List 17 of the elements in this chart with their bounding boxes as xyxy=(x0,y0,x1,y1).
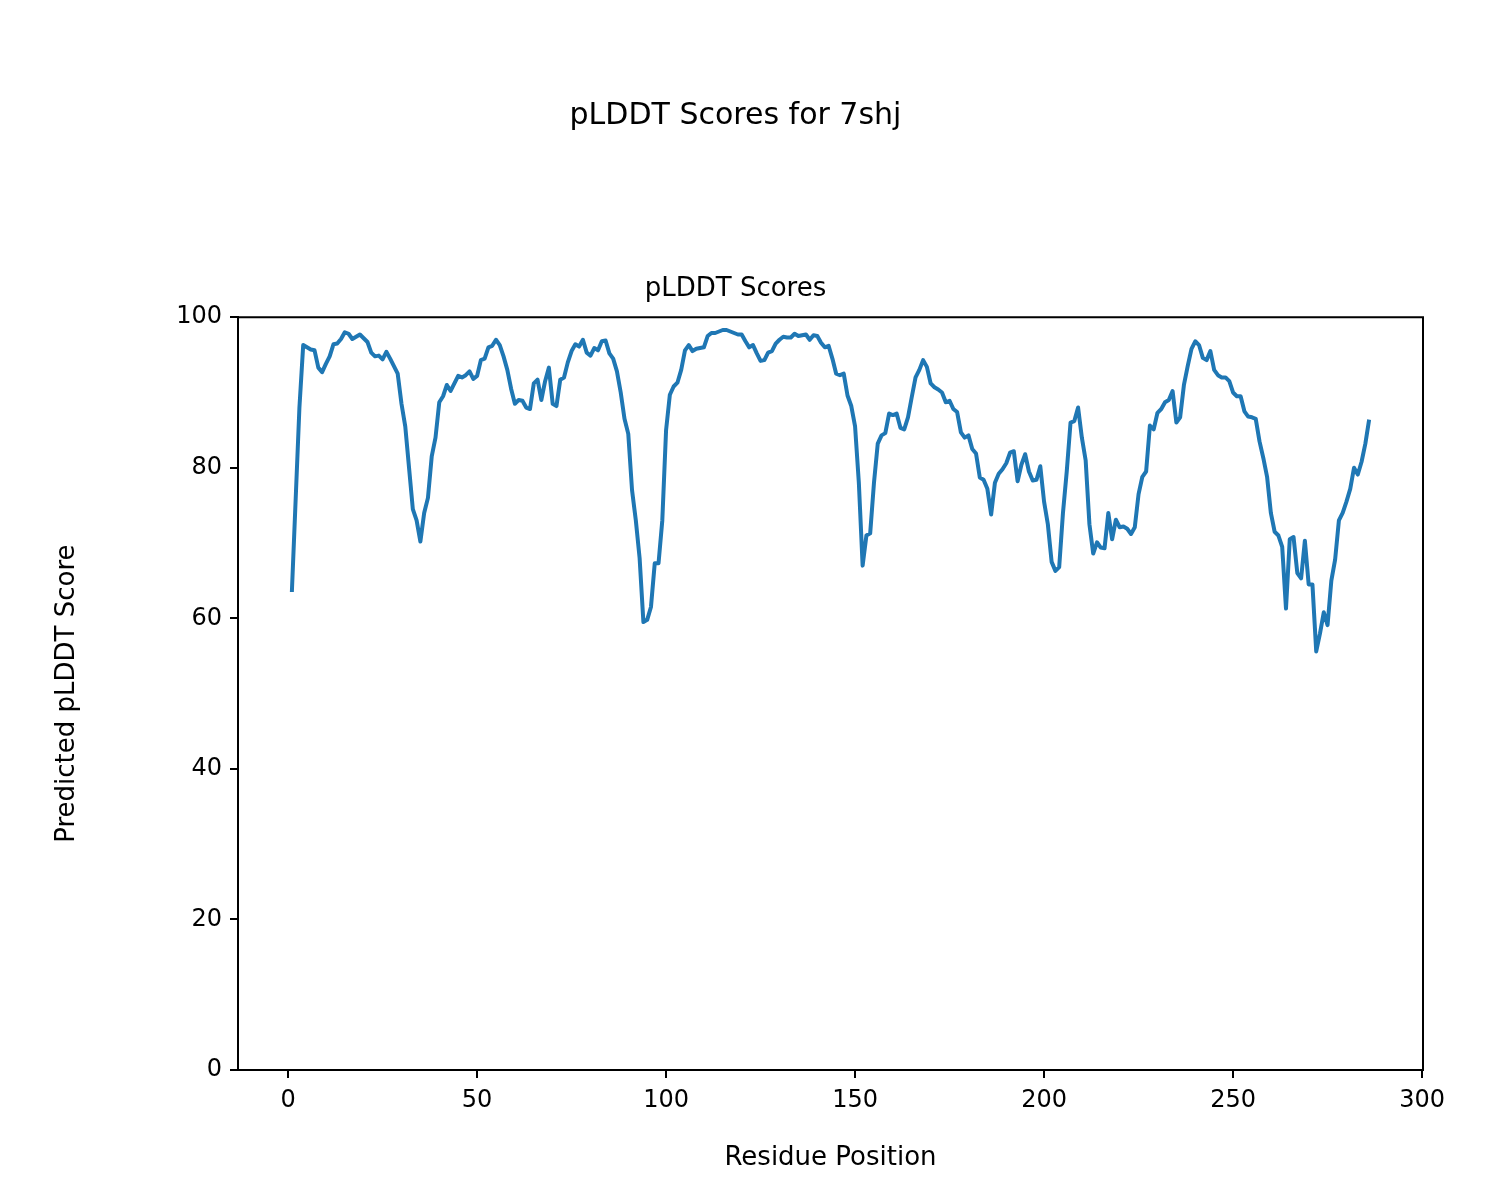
x-tick-label: 250 xyxy=(1210,1084,1256,1113)
y-tick-label: 20 xyxy=(191,903,222,932)
x-tick-label: 100 xyxy=(643,1084,689,1113)
y-tick-label: 0 xyxy=(206,1054,222,1083)
y-tick-label: 40 xyxy=(191,753,222,782)
chart-subtitle: pLDDT Scores xyxy=(644,272,827,303)
y-tick-label: 80 xyxy=(191,451,222,480)
chart-title: pLDDT Scores for 7shj xyxy=(569,95,902,131)
x-tick-label: 300 xyxy=(1399,1084,1445,1113)
y-axis-title: Predicted pLDDT Score xyxy=(50,544,81,843)
x-tick-label: 50 xyxy=(461,1084,493,1113)
x-tick-label: 200 xyxy=(1021,1084,1067,1113)
x-axis-title: Residue Position xyxy=(724,1141,937,1172)
x-tick-label: 0 xyxy=(280,1084,296,1113)
y-tick-label: 60 xyxy=(191,602,222,631)
y-tick-label: 100 xyxy=(176,301,222,330)
x-tick-label: 150 xyxy=(832,1084,878,1113)
